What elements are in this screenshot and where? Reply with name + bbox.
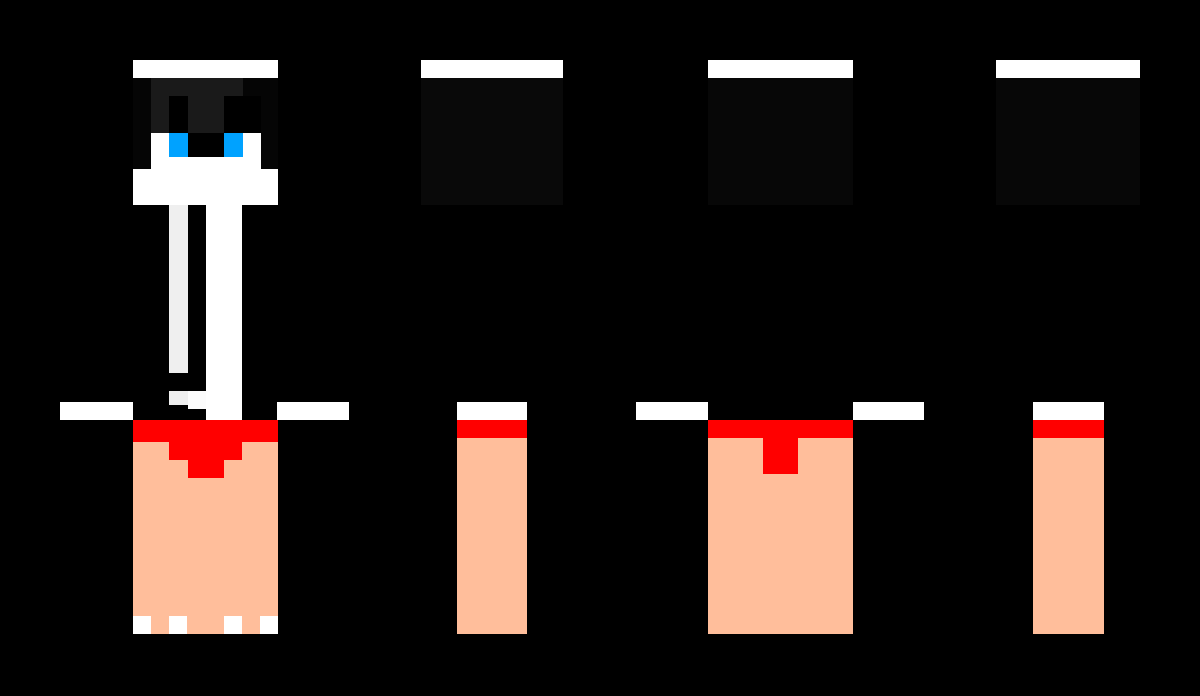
strip-divider-black xyxy=(188,205,206,373)
head-side-left-dark xyxy=(133,78,151,169)
collar-red-notch xyxy=(763,438,798,474)
strip-left-offwhite xyxy=(169,205,188,405)
head-top-white xyxy=(708,60,853,78)
head-dark xyxy=(996,78,1140,205)
head-hair-right-block xyxy=(224,96,261,133)
head-top-white xyxy=(996,60,1140,78)
head-dark xyxy=(421,78,563,205)
foot-notch-2 xyxy=(169,616,187,634)
head-hair-notch-dark xyxy=(169,96,188,133)
foot-notch-3 xyxy=(224,616,242,634)
torso-skin xyxy=(457,438,527,634)
torso-skin xyxy=(1033,438,1104,634)
eye-right xyxy=(224,133,243,157)
eye-left xyxy=(169,133,188,157)
head-top-white xyxy=(421,60,563,78)
shoulder-white xyxy=(457,402,527,420)
foot-notch-1 xyxy=(133,616,151,634)
chin-white-wide xyxy=(133,169,278,205)
muzzle-dark xyxy=(188,133,224,157)
arm-right-white xyxy=(277,402,349,420)
torso-red-band xyxy=(1033,420,1104,438)
strip-step-black xyxy=(169,373,188,391)
strip-foot-faint xyxy=(188,391,206,409)
torso-red-band xyxy=(457,420,527,438)
collar-red-tip xyxy=(188,460,224,478)
head-hair-top-band xyxy=(133,60,278,78)
arm-left-white xyxy=(636,402,708,420)
arm-right-white xyxy=(853,402,924,420)
head-dark xyxy=(708,78,853,205)
foot-notch-4 xyxy=(260,616,278,634)
shoulder-white xyxy=(1033,402,1104,420)
torso-red-band xyxy=(708,420,853,438)
strip-right-white xyxy=(206,205,242,420)
arm-left-white xyxy=(60,402,133,420)
collar-red-mid xyxy=(169,442,242,460)
torso-red-band xyxy=(133,420,278,442)
